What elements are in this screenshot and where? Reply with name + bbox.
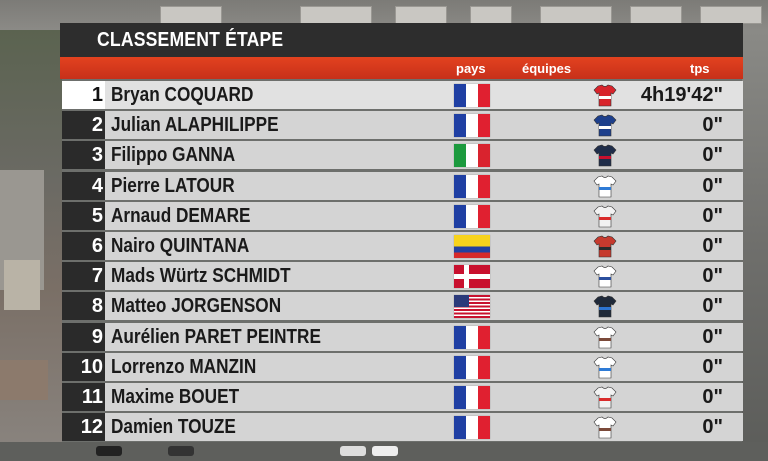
france-flag: [454, 84, 490, 107]
rank-number: 4: [62, 171, 105, 200]
soudal-quickstep-jersey: [593, 114, 617, 137]
ranking-row: 9 Aurélien PARET PEINTRE 0": [60, 322, 743, 351]
rider-bar: Aurélien PARET PEINTRE 0": [105, 322, 743, 351]
rank-number: 12: [62, 413, 105, 442]
column-header-teams: équipes: [522, 61, 572, 76]
rider-name: Aurélien PARET PEINTRE: [111, 325, 321, 348]
arkea-jersey: [593, 386, 617, 409]
rank-number: 10: [62, 352, 105, 381]
ranking-row: 4 Pierre LATOUR 0": [60, 171, 743, 200]
rider-bar: Lorrenzo MANZIN 0": [105, 352, 743, 381]
france-flag: [454, 204, 490, 228]
ranking-row: 11 Maxime BOUET 0": [60, 383, 743, 411]
rider-time: 0": [702, 144, 723, 167]
ranking-row: 5 Arnaud DEMARE 0": [60, 201, 743, 230]
decathlon-ag2r-jersey: [593, 416, 617, 439]
rider-name: Bryan COQUARD: [111, 84, 254, 106]
rider-name: Maxime BOUET: [111, 386, 240, 408]
rank-number: 6: [62, 232, 105, 260]
rider-time: 0": [702, 265, 723, 288]
column-header-country: pays: [456, 61, 486, 76]
ranking-row: 2 Julian ALAPHILIPPE 0": [60, 111, 743, 140]
visma-jersey: [593, 295, 617, 318]
italy-flag: [454, 144, 490, 168]
rider-name: Arnaud DEMARE: [111, 204, 251, 227]
rider-time: 0": [702, 174, 723, 197]
rider-time: 0": [702, 355, 723, 378]
rider-time: 0": [702, 204, 723, 227]
rider-name: Lorrenzo MANZIN: [111, 355, 257, 378]
rider-time: 0": [702, 235, 723, 257]
rider-bar: Maxime BOUET 0": [105, 383, 743, 411]
ranking-row: 12 Damien TOUZE 0": [60, 413, 743, 442]
france-flag: [454, 114, 490, 138]
jayco-jersey: [593, 265, 617, 288]
rank-number: 2: [62, 111, 105, 140]
rank-number: 3: [62, 141, 105, 170]
denmark-flag: [454, 265, 490, 289]
ranking-row: 1 Bryan COQUARD 4h19'42": [60, 81, 743, 109]
rank-number: 1: [62, 81, 105, 109]
france-flag: [454, 355, 490, 379]
ineos-jersey: [593, 144, 617, 167]
panel-title: CLASSEMENT ÉTAPE: [97, 29, 284, 51]
rider-bar: Bryan COQUARD 4h19'42": [105, 81, 743, 109]
arkea-jersey: [593, 205, 617, 228]
rider-bar: Julian ALAPHILIPPE 0": [105, 111, 743, 140]
rider-name: Julian ALAPHILIPPE: [111, 114, 279, 137]
rank-number: 9: [62, 322, 105, 351]
rider-name: Pierre LATOUR: [111, 174, 235, 197]
france-flag: [454, 325, 490, 349]
usa-flag: [454, 295, 490, 319]
ranking-row: 7 Mads Würtz SCHMIDT 0": [60, 262, 743, 291]
ranking-row: 6 Nairo QUINTANA 0": [60, 232, 743, 260]
rider-name: Matteo JORGENSON: [111, 295, 282, 318]
ranking-row: 10 Lorrenzo MANZIN 0": [60, 352, 743, 381]
rider-time: 4h19'42": [640, 84, 723, 106]
decathlon-ag2r-jersey: [593, 326, 617, 349]
rider-time: 0": [702, 114, 723, 137]
rider-bar: Arnaud DEMARE 0": [105, 201, 743, 230]
ranking-row: 8 Matteo JORGENSON 0": [60, 292, 743, 321]
rider-bar: Matteo JORGENSON 0": [105, 292, 743, 321]
rider-name: Filippo GANNA: [111, 144, 236, 167]
france-flag: [454, 416, 490, 440]
rank-number: 11: [62, 383, 105, 411]
rider-time: 0": [702, 325, 723, 348]
title-bar: CLASSEMENT ÉTAPE: [60, 23, 743, 57]
rider-time: 0": [702, 416, 723, 439]
france-flag: [454, 174, 490, 198]
column-header-bar: pays équipes tps: [60, 57, 743, 79]
column-header-time: tps: [690, 61, 710, 76]
rider-name: Damien TOUZE: [111, 416, 236, 439]
movistar-jersey: [593, 235, 617, 258]
rider-time: 0": [702, 386, 723, 408]
totalenergies-jersey: [593, 175, 617, 198]
rider-bar: Nairo QUINTANA 0": [105, 232, 743, 260]
rank-number: 7: [62, 262, 105, 291]
rider-time: 0": [702, 295, 723, 318]
colombia-flag: [454, 235, 490, 258]
ranking-row: 3 Filippo GANNA 0": [60, 141, 743, 170]
rider-name: Nairo QUINTANA: [111, 235, 250, 257]
rank-number: 8: [62, 292, 105, 321]
rider-bar: Damien TOUZE 0": [105, 413, 743, 442]
rider-bar: Pierre LATOUR 0": [105, 171, 743, 200]
rider-bar: Mads Würtz SCHMIDT 0": [105, 262, 743, 291]
rider-name: Mads Würtz SCHMIDT: [111, 265, 291, 288]
totalenergies-jersey: [593, 356, 617, 379]
france-flag: [454, 386, 490, 409]
cofidis-jersey: [593, 84, 617, 107]
rank-number: 5: [62, 201, 105, 230]
rider-bar: Filippo GANNA 0": [105, 141, 743, 170]
